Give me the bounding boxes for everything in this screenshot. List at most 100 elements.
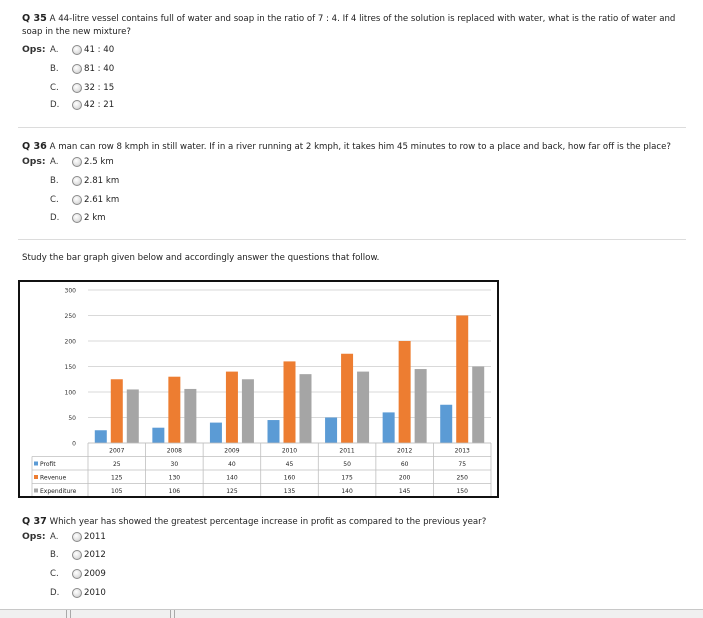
option-text: 2 km <box>84 213 106 223</box>
q35-option-d[interactable]: D. 42 : 21 <box>50 98 114 112</box>
option-letter: A. <box>50 532 59 542</box>
option-text: 41 : 40 <box>84 45 115 55</box>
bar-expenditure-2010 <box>299 374 312 443</box>
option-text: 81 : 40 <box>84 64 115 74</box>
bar-profit-2013 <box>440 404 453 443</box>
option-text: 2011 <box>84 532 106 542</box>
q37-option-d[interactable]: D. 2010 <box>50 586 106 600</box>
data-label-profit-2011: 50 <box>343 461 351 468</box>
scrollbar-segment-divider <box>174 610 175 618</box>
data-label-expenditure-2009: 125 <box>226 488 238 495</box>
bar-revenue-2008 <box>168 376 181 443</box>
radio-button[interactable] <box>72 588 82 598</box>
radio-button[interactable] <box>72 213 82 223</box>
question-35-ops-label: Ops: <box>22 44 46 55</box>
question-36-ops-label: Ops: <box>22 156 46 167</box>
question-35: Q 35 A 44-litre vessel contains full of … <box>22 12 690 39</box>
legend-label-profit: Profit <box>40 461 56 468</box>
legend-swatch-expenditure <box>34 488 38 493</box>
scrollbar-segment-divider <box>170 610 171 618</box>
legend-label-expenditure: Expenditure <box>40 488 77 495</box>
bar-profit-2011 <box>325 417 338 443</box>
y-tick-label: 0 <box>72 441 76 448</box>
q37-option-a[interactable]: A. 2011 <box>50 530 106 544</box>
data-label-revenue-2011: 175 <box>341 475 353 482</box>
bar-chart: 300 250 200 150 100 50 0 2007 2008 2009 2010 2011 20… <box>18 280 499 498</box>
option-text: 32 : 15 <box>84 83 115 93</box>
q37-option-b[interactable]: B. 2012 <box>50 548 106 562</box>
option-text: 2009 <box>84 569 106 579</box>
data-label-revenue-2013: 250 <box>456 475 468 482</box>
x-category-label: 2010 <box>282 448 297 455</box>
option-letter: B. <box>50 176 59 186</box>
option-letter: C. <box>50 195 59 205</box>
data-label-revenue-2009: 140 <box>226 475 238 482</box>
y-tick-label: 300 <box>65 288 77 295</box>
x-category-label: 2009 <box>224 448 239 455</box>
option-letter: D. <box>50 588 60 598</box>
scrollbar-segment-divider <box>66 610 67 618</box>
horizontal-scrollbar[interactable] <box>0 609 703 618</box>
radio-button[interactable] <box>72 157 82 167</box>
radio-button[interactable] <box>72 550 82 560</box>
q36-option-d[interactable]: D. 2 km <box>50 211 106 225</box>
q35-option-c[interactable]: C. 32 : 15 <box>50 81 114 95</box>
bar-revenue-2009 <box>225 371 238 443</box>
question-36-body: A man can row 8 kmph in still water. If … <box>49 142 671 152</box>
y-tick-label: 250 <box>65 313 77 320</box>
radio-button[interactable] <box>72 195 82 205</box>
question-35-text: Q 35 A 44-litre vessel contains full of … <box>22 12 690 39</box>
data-label-profit-2007: 25 <box>113 461 121 468</box>
option-text: 2.81 km <box>84 176 120 186</box>
option-letter: B. <box>50 550 59 560</box>
question-36-text: Q 36 A man can row 8 kmph in still water… <box>22 140 690 154</box>
option-letter: C. <box>50 83 59 93</box>
scrollbar-segment-divider <box>70 610 71 618</box>
divider <box>18 127 686 128</box>
radio-button[interactable] <box>72 100 82 110</box>
question-35-number: Q 35 <box>22 13 47 24</box>
bar-chart-canvas: 300 250 200 150 100 50 0 2007 2008 2009 2010 2011 20… <box>31 288 492 496</box>
data-label-expenditure-2012: 145 <box>399 488 411 495</box>
question-37: Q 37 Which year has showed the greatest … <box>22 515 690 529</box>
y-tick-label: 100 <box>65 390 77 397</box>
y-tick-label: 150 <box>65 364 77 371</box>
option-letter: D. <box>50 213 60 223</box>
bar-revenue-2007 <box>110 379 123 443</box>
question-36: Q 36 A man can row 8 kmph in still water… <box>22 140 690 154</box>
q35-option-b[interactable]: B. 81 : 40 <box>50 62 114 76</box>
question-37-number: Q 37 <box>22 516 47 527</box>
bar-expenditure-2008 <box>184 388 197 443</box>
radio-button[interactable] <box>72 45 82 55</box>
question-37-ops-label: Ops: <box>22 531 46 542</box>
q35-option-a[interactable]: A. 41 : 40 <box>50 43 114 57</box>
radio-button[interactable] <box>72 532 82 542</box>
q36-option-a[interactable]: A. 2.5 km <box>50 155 114 169</box>
data-label-profit-2010: 45 <box>286 461 294 468</box>
data-label-expenditure-2013: 150 <box>456 488 468 495</box>
q36-option-b[interactable]: B. 2.81 km <box>50 174 119 188</box>
option-text: 2012 <box>84 550 106 560</box>
option-letter: A. <box>50 45 59 55</box>
bar-profit-2012 <box>382 412 395 443</box>
data-label-revenue-2010: 160 <box>284 475 296 482</box>
y-tick-label: 50 <box>68 415 76 422</box>
option-letter: C. <box>50 569 59 579</box>
bar-expenditure-2013 <box>472 366 485 443</box>
radio-button[interactable] <box>72 83 82 93</box>
q36-option-c[interactable]: C. 2.61 km <box>50 193 119 207</box>
question-35-body: A 44-litre vessel contains full of water… <box>22 14 676 37</box>
q37-option-c[interactable]: C. 2009 <box>50 567 106 581</box>
radio-button[interactable] <box>72 176 82 186</box>
data-label-expenditure-2011: 140 <box>341 488 353 495</box>
y-tick-label: 200 <box>65 339 77 346</box>
bar-revenue-2013 <box>456 315 469 443</box>
option-text: 42 : 21 <box>84 100 115 110</box>
bar-expenditure-2011 <box>357 371 370 443</box>
radio-button[interactable] <box>72 64 82 74</box>
data-label-profit-2008: 30 <box>171 461 179 468</box>
radio-button[interactable] <box>72 569 82 579</box>
option-text: 2.5 km <box>84 157 114 167</box>
x-category-label: 2013 <box>455 448 470 455</box>
bar-profit-2009 <box>209 422 222 443</box>
